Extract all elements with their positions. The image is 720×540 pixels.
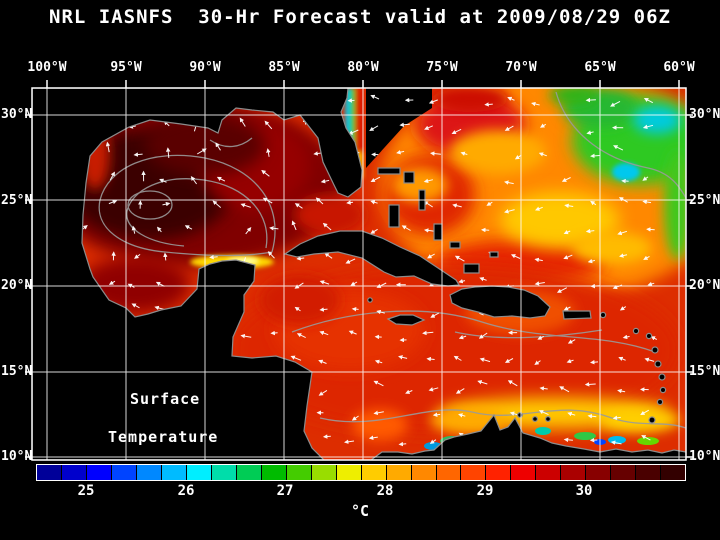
land-south-america <box>369 413 686 460</box>
lon-tick-label: 65°W <box>584 60 616 75</box>
lon-tick-label: 100°W <box>27 60 67 75</box>
colorbar-segment <box>586 465 612 480</box>
colorbar-unit-label: °C <box>350 502 370 520</box>
colorbar-segment <box>37 465 62 480</box>
colorbar-segment <box>636 465 662 480</box>
sst-field <box>45 88 686 441</box>
island-jamaica <box>386 314 426 326</box>
colorbar-segment <box>411 465 437 480</box>
land-mask <box>32 88 686 460</box>
colorbar-segment <box>611 465 637 480</box>
island-puerto-rico <box>562 310 592 320</box>
lon-tick-label: 85°W <box>268 60 300 75</box>
colorbar-segment <box>336 465 362 480</box>
colorbar-tick-label: 29 <box>476 483 494 499</box>
lat-tick-label: 15°N <box>1 364 33 379</box>
colorbar-segment <box>211 465 237 480</box>
colorbar-segment <box>111 465 137 480</box>
colorbar-tick-label: 25 <box>77 483 95 499</box>
colorbar-segment <box>161 465 187 480</box>
lat-tick-label: 10°N <box>1 449 33 464</box>
lat-tick-label: 20°N <box>689 278 720 293</box>
lat-tick-label: 20°N <box>1 278 33 293</box>
colorbar-segment <box>661 465 686 480</box>
annotation-temperature: Temperature <box>108 428 219 446</box>
latlon-grid <box>32 88 686 460</box>
no-data-notch <box>366 88 432 168</box>
lat-tick-label: 30°N <box>1 107 33 122</box>
colorbar-segment <box>511 465 537 480</box>
map-frame <box>31 87 687 461</box>
page-title: NRL IASNFS 30-Hr Forecast valid at 2009/… <box>49 6 671 28</box>
colorbar-segment <box>561 465 587 480</box>
lat-tick-label: 25°N <box>1 193 33 208</box>
colorbar-tick-label: 30 <box>575 483 593 499</box>
colorbar-tick-label: 27 <box>276 483 294 499</box>
colorbar-segment <box>461 465 487 480</box>
lon-tick-label: 75°W <box>426 60 458 75</box>
lon-tick-label: 60°W <box>663 60 695 75</box>
axis-ticks <box>25 80 693 458</box>
colorbar-segment <box>286 465 312 480</box>
land-north-central-america <box>32 88 363 460</box>
lon-tick-label: 95°W <box>110 60 142 75</box>
lat-tick-label: 15°N <box>689 364 720 379</box>
colorbar-segment <box>86 465 112 480</box>
colorbar-segment <box>311 465 337 480</box>
colorbar-segment <box>486 465 512 480</box>
lon-tick-label: 70°W <box>505 60 537 75</box>
colorbar <box>36 464 686 481</box>
colorbar-tick-label: 26 <box>177 483 195 499</box>
annotation-surface: Surface <box>130 390 201 408</box>
island-cuba <box>283 230 461 287</box>
colorbar-segment <box>261 465 287 480</box>
colorbar-tick-label: 28 <box>376 483 394 499</box>
colorbar-segment <box>186 465 212 480</box>
islands-lesser-antilles <box>367 297 667 424</box>
lat-tick-label: 30°N <box>689 107 720 122</box>
lat-tick-label: 10°N <box>689 449 720 464</box>
lat-tick-label: 25°N <box>689 193 720 208</box>
lon-tick-label: 90°W <box>189 60 221 75</box>
colorbar-segment <box>536 465 562 480</box>
colorbar-segment <box>386 465 412 480</box>
colorbar-segment <box>361 465 387 480</box>
lon-tick-label: 80°W <box>347 60 379 75</box>
colorbar-segment <box>136 465 162 480</box>
colorbar-segment <box>236 465 262 480</box>
colorbar-segment <box>61 465 87 480</box>
colorbar-segment <box>436 465 462 480</box>
